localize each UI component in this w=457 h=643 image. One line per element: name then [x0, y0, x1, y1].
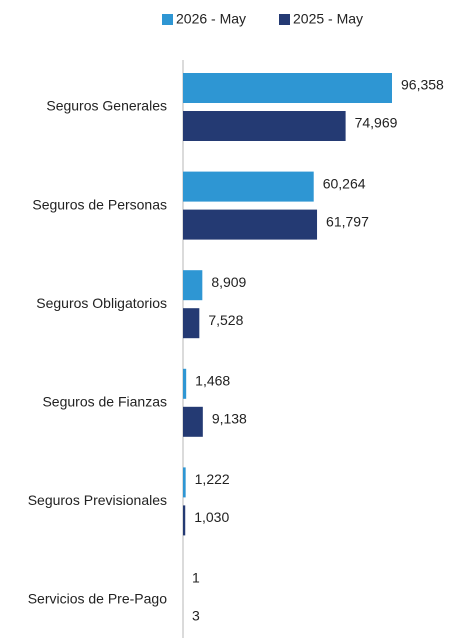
legend-swatch — [279, 14, 290, 25]
bar — [183, 308, 199, 338]
category-label: Seguros Previsionales — [28, 492, 167, 508]
bar — [183, 172, 314, 202]
category-label: Seguros Generales — [46, 98, 167, 114]
category-label: Seguros Obligatorios — [36, 295, 167, 311]
value-label: 1,468 — [195, 373, 230, 389]
bar — [183, 505, 185, 535]
category-label: Servicios de Pre-Pago — [28, 591, 168, 607]
value-label: 74,969 — [355, 115, 398, 131]
bar — [183, 270, 202, 300]
legend-swatch — [162, 14, 173, 25]
bar — [183, 73, 392, 103]
value-label: 8,909 — [211, 274, 246, 290]
value-label: 96,358 — [401, 77, 444, 93]
category-label: Seguros de Fianzas — [42, 394, 167, 410]
value-label: 9,138 — [212, 411, 247, 427]
value-label: 60,264 — [323, 175, 366, 191]
category-label: Seguros de Personas — [32, 196, 167, 212]
bar — [183, 407, 203, 437]
legend-label: 2025 - May — [293, 11, 363, 27]
bar — [183, 467, 186, 497]
value-label: 7,528 — [208, 312, 243, 328]
value-label: 3 — [192, 608, 200, 624]
value-label: 1,030 — [194, 509, 229, 525]
value-label: 1,222 — [195, 471, 230, 487]
value-label: 61,797 — [326, 213, 369, 229]
bar — [183, 369, 186, 399]
bar — [183, 111, 346, 141]
value-label: 1 — [192, 570, 200, 586]
legend-label: 2026 - May — [176, 11, 246, 27]
bar — [183, 210, 317, 240]
